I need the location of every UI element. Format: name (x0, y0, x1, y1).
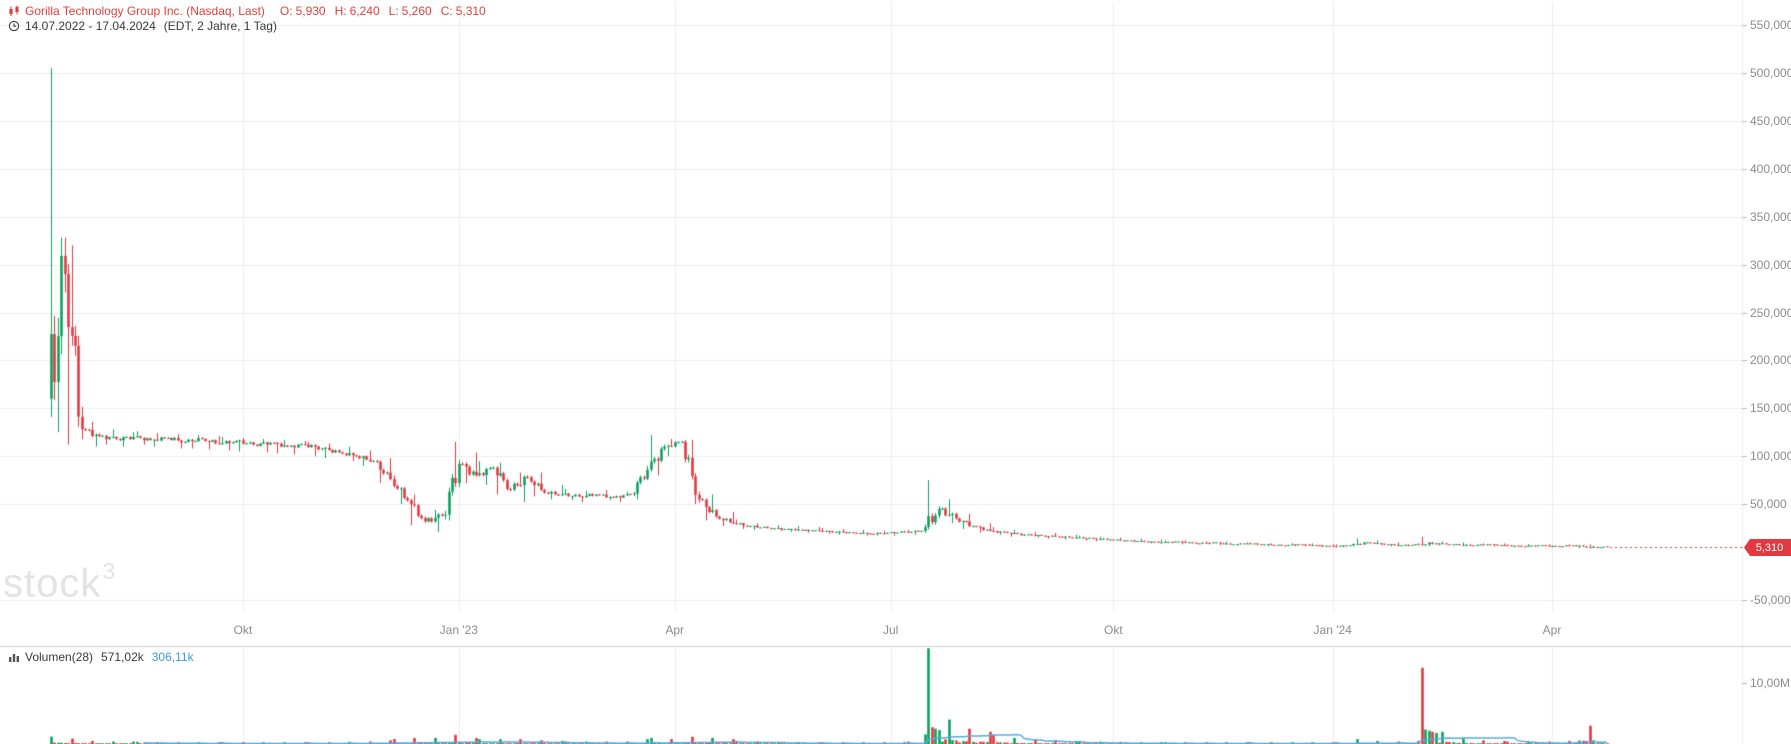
time-axis-label: Apr (665, 623, 685, 637)
price-axis-label: 150,000 (1750, 401, 1791, 416)
price-axis-label: 350,000 (1750, 209, 1791, 224)
close-label: C: (440, 3, 453, 18)
date-range: 14.07.2022 - 17.04.2024 (25, 18, 156, 33)
volume-axis-label: 10,00M (1750, 676, 1791, 690)
volume-value: 571,02k (101, 650, 144, 664)
clock-icon (8, 20, 20, 31)
high-label: H: (334, 3, 347, 18)
price-axis-label: 450,000 (1750, 113, 1791, 128)
price-axis-label: 550,000 (1750, 18, 1791, 33)
low-label: L: (388, 3, 399, 18)
candlestick-icon (9, 5, 19, 16)
price-axis-label: 500,000 (1750, 66, 1791, 80)
stock3-watermark: stock3 (3, 554, 115, 603)
watermark-text: stock (3, 561, 102, 606)
bar-chart-icon (9, 654, 19, 662)
open-label: O: (279, 3, 293, 18)
timeframe: (EDT, 2 Jahre, 1 Tag) (163, 18, 277, 33)
instrument-legend[interactable]: Gorilla Technology Group Inc. (Nasdaq, L… (8, 3, 486, 18)
price-axis-label: 400,000 (1750, 161, 1791, 176)
volume-legend[interactable]: Volumen(28) 571,02k 306,11k (8, 650, 194, 664)
last-price-value: 5,310 (1755, 541, 1784, 554)
time-axis-label: Okt (1104, 623, 1123, 637)
main-legend: Gorilla Technology Group Inc. (Nasdaq, L… (8, 3, 486, 33)
price-axis-label: 200,000 (1750, 353, 1791, 368)
time-axis-label: Apr (1542, 623, 1562, 637)
volume-indicator-label[interactable]: Volumen(28) (25, 650, 94, 664)
open-value: 5,930 (295, 3, 326, 18)
volume-ma-value: 306,11k (151, 650, 194, 664)
last-price-badge: 5,310 (1744, 539, 1791, 556)
price-axis-label: 300,000 (1750, 257, 1791, 272)
high-value: 6,240 (349, 3, 380, 18)
low-value: 5,260 (401, 3, 432, 18)
time-axis-label: Jan '24 (1313, 623, 1352, 637)
time-axis-label: Jan '23 (439, 623, 478, 637)
price-axis-label: 250,000 (1750, 305, 1791, 320)
watermark-sup: 3 (102, 558, 117, 584)
price-axis-label: 50,000 (1750, 497, 1787, 512)
close-value: 5,310 (455, 3, 486, 18)
price-axis-label: -50,000 (1750, 592, 1791, 607)
price-axis-label: 100,000 (1750, 449, 1791, 464)
range-legend[interactable]: 14.07.2022 - 17.04.2024 (EDT, 2 Jahre, 1… (8, 18, 486, 33)
time-axis-label: Jul (882, 623, 899, 637)
instrument-name[interactable]: Gorilla Technology Group Inc. (Nasdaq, L… (25, 3, 265, 18)
time-axis-label: Okt (233, 623, 253, 637)
